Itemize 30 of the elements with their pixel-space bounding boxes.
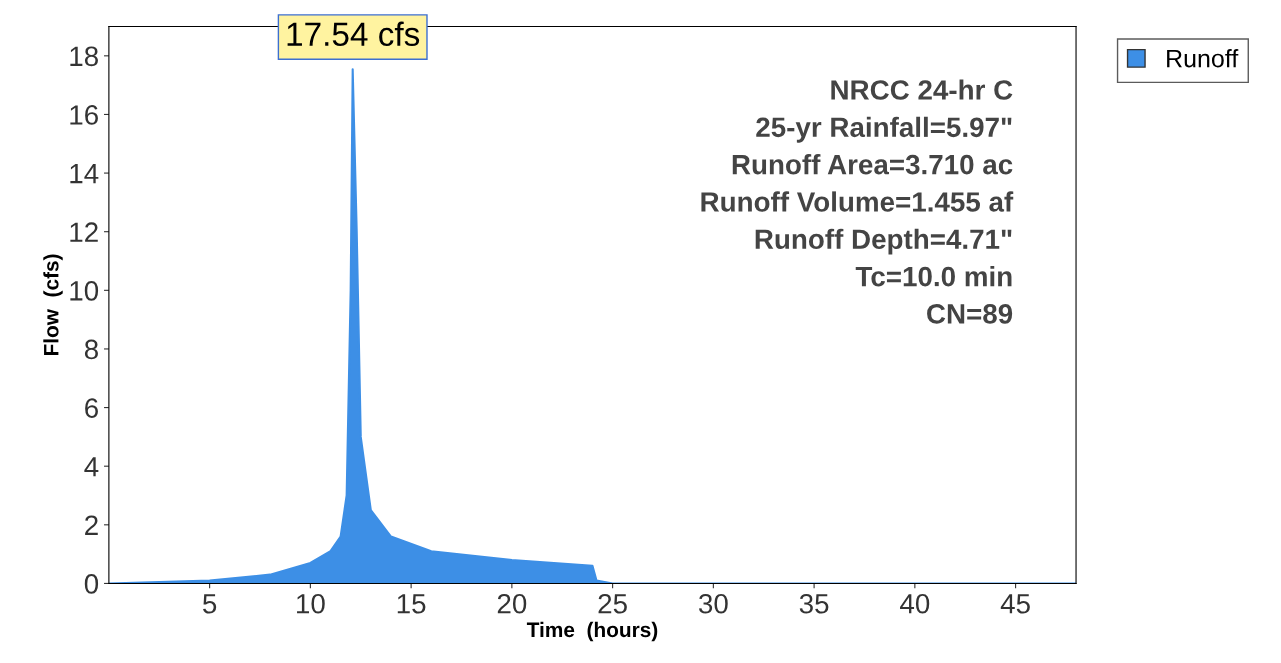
- annotation: CN=89: [927, 304, 1013, 324]
- annotation: 17.54 cfs: [287, 21, 420, 47]
- y-tick-label: 6: [85, 398, 98, 418]
- x-tick-label: 15: [397, 594, 426, 614]
- annotation: Tc=10.0 min: [855, 266, 1012, 287]
- x-tick-label: 10: [297, 593, 325, 614]
- annotation: 25-yr Rainfall=5.97": [756, 116, 1012, 143]
- y-tick-label: 8: [84, 339, 98, 360]
- x-tick-label: 45: [1000, 594, 1030, 614]
- y-tick-label: 0: [84, 574, 99, 594]
- y-tick-label: 16: [70, 105, 98, 125]
- x-tick-label: 40: [900, 593, 930, 614]
- x-tick-label: 5: [203, 594, 217, 614]
- annotation: Runoff Depth=4.71": [755, 228, 1012, 255]
- x-tick-label: 25: [598, 593, 627, 614]
- annotation: NRCC 24-hr C: [831, 79, 1013, 100]
- x-axis-title: Time (hours): [526, 621, 658, 642]
- annotation: Runoff Area=3.710 ac: [732, 154, 1013, 175]
- y-tick-label: 2: [85, 515, 98, 535]
- x-tick-label: 20: [497, 593, 527, 614]
- y-tick-label: 4: [84, 457, 99, 477]
- y-axis-title: Flow (cfs): [43, 254, 63, 356]
- y-tick-label: 14: [70, 164, 99, 184]
- legend-label: Runoff: [1167, 49, 1239, 68]
- x-tick-label: 30: [698, 593, 728, 614]
- annotation: Runoff Volume=1.455 af: [701, 191, 1014, 212]
- y-tick-label: 18: [70, 46, 98, 67]
- y-tick-label: 12: [70, 222, 98, 242]
- y-tick-label: 10: [70, 280, 99, 301]
- x-tick-label: 35: [799, 593, 829, 614]
